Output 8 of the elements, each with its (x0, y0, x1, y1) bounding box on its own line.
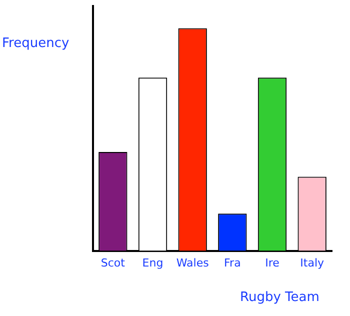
x-tick-label: Italy (300, 256, 324, 270)
x-tick-label: Eng (142, 256, 164, 270)
x-tick-label: Fra (224, 256, 241, 270)
x-tick-label: Wales (176, 256, 210, 270)
y-axis-title: Frequency (2, 36, 70, 51)
x-tick-label: Ire (265, 256, 280, 270)
x-axis-title: Rugby Team (240, 290, 320, 305)
x-tick-label: Scot (100, 256, 126, 270)
